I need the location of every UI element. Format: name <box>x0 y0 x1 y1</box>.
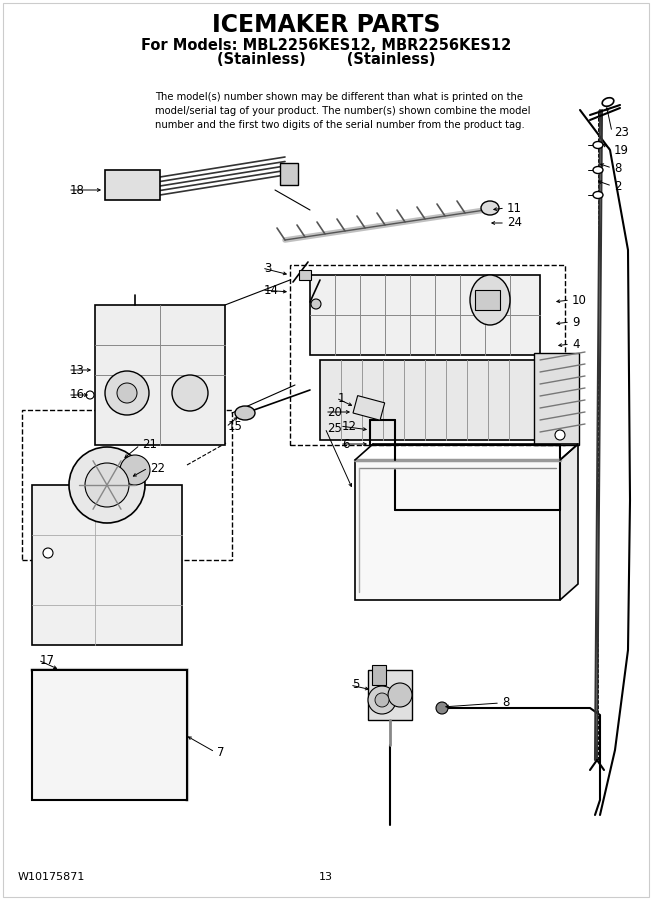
Bar <box>299 270 311 280</box>
Bar <box>372 665 386 685</box>
Ellipse shape <box>593 192 603 199</box>
Text: 10: 10 <box>572 293 587 307</box>
Bar <box>95 305 225 445</box>
Ellipse shape <box>481 201 499 215</box>
Text: 24: 24 <box>507 217 522 230</box>
Circle shape <box>388 683 412 707</box>
Text: 17: 17 <box>40 653 55 667</box>
Circle shape <box>120 455 150 485</box>
Text: 20: 20 <box>327 406 342 419</box>
Text: 8: 8 <box>502 697 509 709</box>
Text: 18: 18 <box>70 184 85 196</box>
Circle shape <box>69 447 145 523</box>
Text: 13: 13 <box>319 872 333 882</box>
Text: 6: 6 <box>342 437 349 451</box>
Bar <box>353 396 385 420</box>
Bar <box>290 265 565 445</box>
Ellipse shape <box>235 406 255 420</box>
Ellipse shape <box>593 166 603 174</box>
Bar <box>368 670 412 720</box>
Text: 16: 16 <box>70 389 85 401</box>
Ellipse shape <box>470 275 510 325</box>
Circle shape <box>105 371 149 415</box>
Bar <box>280 163 298 185</box>
Bar <box>22 410 232 560</box>
Text: 23: 23 <box>614 125 629 139</box>
Ellipse shape <box>593 141 603 149</box>
Text: 21: 21 <box>142 438 157 452</box>
Text: 19: 19 <box>614 143 629 157</box>
Bar <box>355 460 560 600</box>
Text: For Models: MBL2256KES12, MBR2256KES12: For Models: MBL2256KES12, MBR2256KES12 <box>141 38 511 52</box>
Text: 7: 7 <box>217 745 224 759</box>
Text: 9: 9 <box>572 316 580 328</box>
Text: 3: 3 <box>264 262 271 274</box>
Text: ICEMAKER PARTS: ICEMAKER PARTS <box>212 13 440 37</box>
Text: The model(s) number shown may be different than what is printed on the
model/ser: The model(s) number shown may be differe… <box>155 92 531 130</box>
Bar <box>475 290 500 310</box>
Circle shape <box>311 299 321 309</box>
Bar <box>310 275 540 355</box>
Text: 25: 25 <box>327 421 342 435</box>
Bar <box>534 353 579 445</box>
Text: 15: 15 <box>228 420 243 434</box>
Text: 4: 4 <box>572 338 580 350</box>
Text: 14: 14 <box>264 284 279 296</box>
Circle shape <box>555 430 565 440</box>
Text: 1: 1 <box>338 392 346 404</box>
Text: 8: 8 <box>614 161 621 175</box>
Bar <box>32 670 187 800</box>
Circle shape <box>172 375 208 411</box>
Bar <box>32 485 182 645</box>
Ellipse shape <box>602 98 614 106</box>
Text: 5: 5 <box>352 679 359 691</box>
Text: 22: 22 <box>150 462 165 474</box>
Polygon shape <box>560 444 578 600</box>
Text: W10175871: W10175871 <box>18 872 85 882</box>
Circle shape <box>375 693 389 707</box>
Circle shape <box>43 548 53 558</box>
Text: 11: 11 <box>507 202 522 214</box>
Circle shape <box>117 383 137 403</box>
Text: 13: 13 <box>70 364 85 376</box>
Text: 2: 2 <box>614 179 621 193</box>
Circle shape <box>85 463 129 507</box>
Bar <box>105 170 160 200</box>
Circle shape <box>86 391 94 399</box>
Text: 12: 12 <box>342 419 357 433</box>
Bar <box>320 360 535 440</box>
Circle shape <box>436 702 448 714</box>
Text: (Stainless)        (Stainless): (Stainless) (Stainless) <box>216 52 436 68</box>
Circle shape <box>368 686 396 714</box>
